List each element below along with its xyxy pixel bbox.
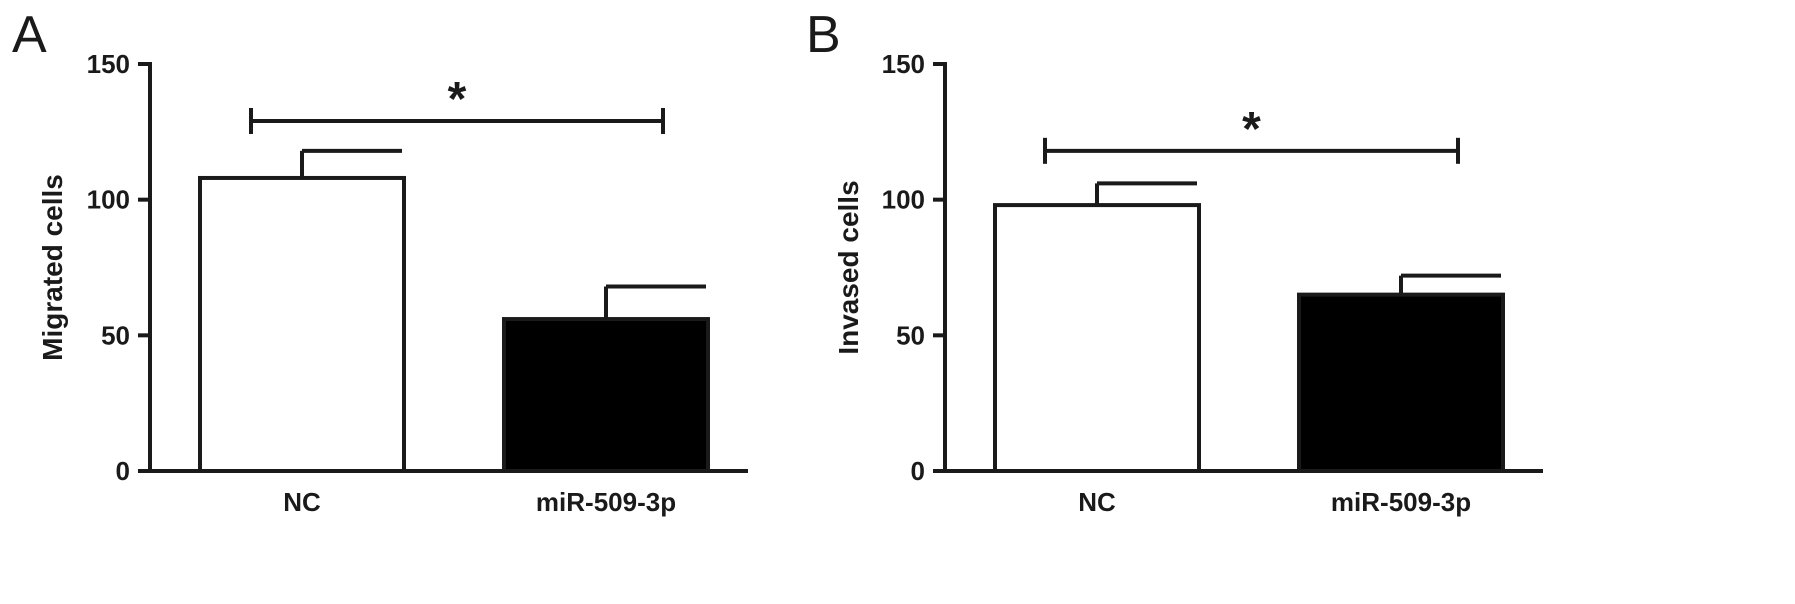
category-label-1: miR-509-3p [1331,487,1471,517]
panel-letter: B [806,6,841,64]
panel-a: A Migrated cells NC miR-509-3p 0 50 100 150 * [12,6,748,517]
category-label-0: NC [1078,487,1116,517]
y-tick-label-3: 150 [882,49,925,79]
y-tick-label-1: 50 [896,320,925,350]
significance-label: * [1242,103,1261,156]
bar-1 [502,317,710,474]
bar-1 [1297,292,1505,473]
y-tick-label-0: 0 [911,456,925,486]
y-tick-label-0: 0 [116,456,130,486]
y-tick-label-2: 100 [882,185,925,215]
bar-0 [198,175,406,474]
significance-label: * [448,73,467,126]
y-tick-label-2: 100 [87,185,130,215]
bar-0 [993,203,1201,474]
category-label-0: NC [283,487,321,517]
y-tick-label-3: 150 [87,49,130,79]
y-axis-label: Invased cells [833,180,864,354]
panel-b: B Invased cells NC miR-509-3p 0 50 100 150 * [806,6,1543,517]
y-axis-label: Migrated cells [37,174,68,361]
panel-letter: A [12,6,47,64]
y-tick-label-1: 50 [101,320,130,350]
category-label-1: miR-509-3p [536,487,676,517]
